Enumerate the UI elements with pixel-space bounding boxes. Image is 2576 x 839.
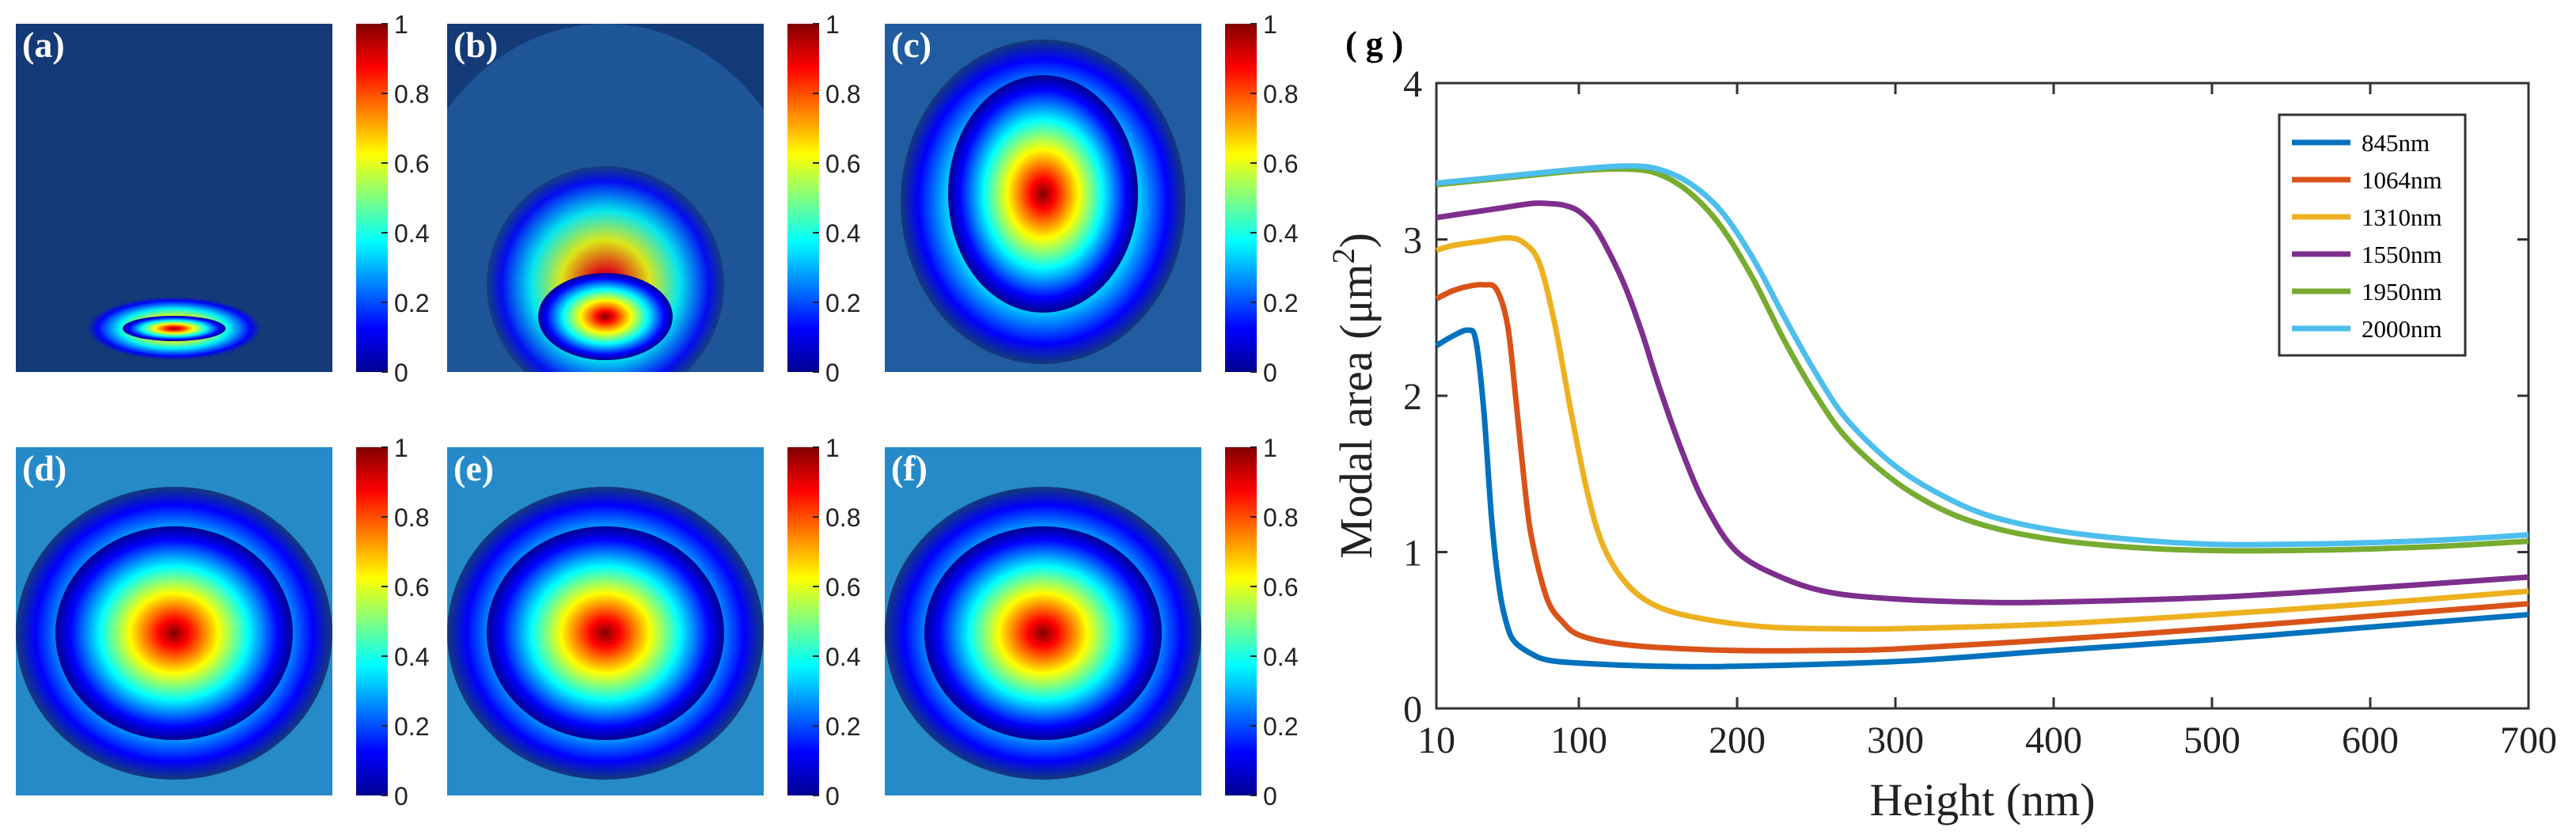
- panel-label: (c): [891, 25, 931, 65]
- legend-entry: 2000nm: [2362, 315, 2442, 343]
- y-tick-label: 4: [1403, 63, 1422, 105]
- series-line-1310nm: [1435, 234, 2529, 632]
- field-hotspot: [55, 526, 293, 740]
- colorbar-tick-label: 1: [1263, 10, 1277, 39]
- colorbar-tick-label: 0.4: [394, 643, 429, 671]
- series-lines: [1435, 163, 2529, 670]
- legend-entry: 1064nm: [2362, 166, 2442, 194]
- x-axis-label: Height (nm): [1869, 774, 2095, 826]
- field-heatmaps: (a) 1 0.8 0.6 0.4 0.2 0 (b) 1 0.8 0.6 0.4 0.2 0 (c) 1 0.…: [16, 10, 1298, 811]
- field-hotspot: [924, 526, 1162, 740]
- colorbar-tick-label: 0.2: [394, 289, 429, 317]
- field-hotspot: [487, 526, 724, 740]
- y-axis-label: Modal area (μm2): [1326, 233, 1382, 559]
- legend-entry: 845nm: [2362, 129, 2430, 157]
- y-tick-label: 2: [1403, 376, 1422, 418]
- colorbar-tick-label: 0: [394, 782, 408, 811]
- y-tick-label: 0: [1403, 689, 1422, 731]
- colorbar: [787, 24, 819, 372]
- x-tick-label: 100: [1550, 719, 1607, 761]
- field-hotspot: [538, 273, 673, 360]
- axis-ticks: [1435, 82, 2530, 710]
- heatmap-panel-d: (d) 1 0.8 0.6 0.4 0.2 0: [16, 434, 429, 811]
- legend-box: [2278, 113, 2467, 357]
- colorbar-tick-label: 0.2: [394, 712, 429, 741]
- series-line-2000nm: [1436, 163, 2529, 548]
- colorbar-tick-label: 0.8: [1263, 80, 1298, 108]
- colorbar-tick-label: 0: [1263, 359, 1277, 387]
- series-line-1950nm: [1436, 165, 2529, 554]
- colorbar: [1225, 447, 1257, 795]
- series-line-845nm: [1435, 327, 2529, 670]
- field-hotspot: [123, 316, 226, 341]
- colorbar-tick-label: 1: [1263, 434, 1277, 462]
- colorbar-tick-label: 0.2: [1263, 289, 1298, 317]
- colorbar-tick-label: 0.6: [1263, 573, 1298, 602]
- modal-area-chart: ( g ) 10 100 200 300 400 500 600 700 0 1 2 3 4 Heigh…: [1326, 25, 2557, 826]
- colorbar-tick-label: 0.6: [825, 150, 860, 178]
- colorbar: [787, 447, 819, 795]
- heatmap-panel-e: (e) 1 0.8 0.6 0.4 0.2 0: [447, 434, 860, 811]
- tick-labels: 10 100 200 300 400 500 600 700 0 1 2 3 4: [1403, 63, 2557, 761]
- colorbar-tick-label: 0.6: [1263, 150, 1298, 178]
- heatmap-panel-c: (c) 1 0.8 0.6 0.4 0.2 0: [885, 10, 1298, 387]
- y-tick-label: 1: [1403, 533, 1422, 575]
- heatmap-panel-f: (f) 1 0.8 0.6 0.4 0.2 0: [885, 434, 1298, 811]
- x-tick-label: 400: [2025, 719, 2082, 761]
- panel-label: (a): [22, 25, 65, 65]
- colorbar-tick-label: 0: [825, 359, 840, 387]
- colorbar-tick-label: 0.4: [394, 219, 429, 248]
- colorbar-tick-label: 0.8: [1263, 503, 1298, 532]
- colorbar-tick-label: 0.8: [394, 80, 429, 108]
- colorbar-tick-label: 0.4: [825, 643, 860, 671]
- panel-label: (f): [891, 448, 928, 488]
- colorbar-tick-label: 1: [825, 10, 840, 39]
- colorbar-tick-label: 0.2: [1263, 712, 1298, 741]
- x-tick-label: 10: [1417, 719, 1455, 761]
- colorbar-tick-label: 0: [825, 782, 840, 811]
- colorbar-tick-label: 0.6: [825, 573, 860, 602]
- colorbar-tick-label: 0.4: [1263, 219, 1298, 248]
- x-tick-label: 600: [2342, 719, 2399, 761]
- legend-entry: 1550nm: [2362, 241, 2442, 268]
- y-tick-label: 3: [1403, 220, 1422, 262]
- x-tick-label: 700: [2500, 719, 2557, 761]
- x-tick-label: 500: [2183, 719, 2240, 761]
- colorbar-tick-label: 1: [825, 434, 840, 462]
- panel-label: (e): [453, 448, 494, 488]
- colorbar-tick-label: 0.8: [825, 503, 860, 532]
- colorbar-tick-label: 0.6: [394, 150, 429, 178]
- series-line-1064nm: [1435, 282, 2529, 654]
- field-hotspot: [948, 75, 1138, 313]
- series-line-1550nm: [1436, 200, 2529, 606]
- panel-label: (d): [22, 448, 66, 488]
- heatmap-panel-b: (b) 1 0.8 0.6 0.4 0.2 0: [447, 10, 860, 387]
- colorbar-tick-label: 0.8: [825, 80, 860, 108]
- colorbar-tick-label: 1: [394, 434, 408, 462]
- heatmap-panel-a: (a) 1 0.8 0.6 0.4 0.2 0: [16, 10, 429, 387]
- colorbar-tick-label: 0: [1263, 782, 1277, 811]
- legend-entry: 1310nm: [2362, 203, 2442, 231]
- colorbar-tick-label: 1: [394, 10, 408, 39]
- colorbar-tick-label: 0.2: [825, 712, 860, 741]
- colorbar: [356, 447, 388, 795]
- colorbar-tick-label: 0.2: [825, 289, 860, 317]
- colorbar: [356, 24, 388, 372]
- legend-entry: 1950nm: [2362, 278, 2442, 306]
- colorbar-tick-label: 0.4: [825, 219, 860, 248]
- panel-label: (b): [453, 25, 498, 65]
- colorbar-tick-label: 0: [394, 359, 408, 387]
- colorbar: [1225, 24, 1257, 372]
- colorbar-tick-label: 0.6: [394, 573, 429, 602]
- legend: 845nm 1064nm 1310nm 1550nm 1950nm 2000nm: [2278, 113, 2467, 357]
- x-tick-label: 200: [1709, 719, 1766, 761]
- panel-label-g: ( g ): [1345, 25, 1403, 63]
- x-tick-label: 300: [1867, 719, 1924, 761]
- colorbar-tick-label: 0.4: [1263, 643, 1298, 671]
- colorbar-tick-label: 0.8: [394, 503, 429, 532]
